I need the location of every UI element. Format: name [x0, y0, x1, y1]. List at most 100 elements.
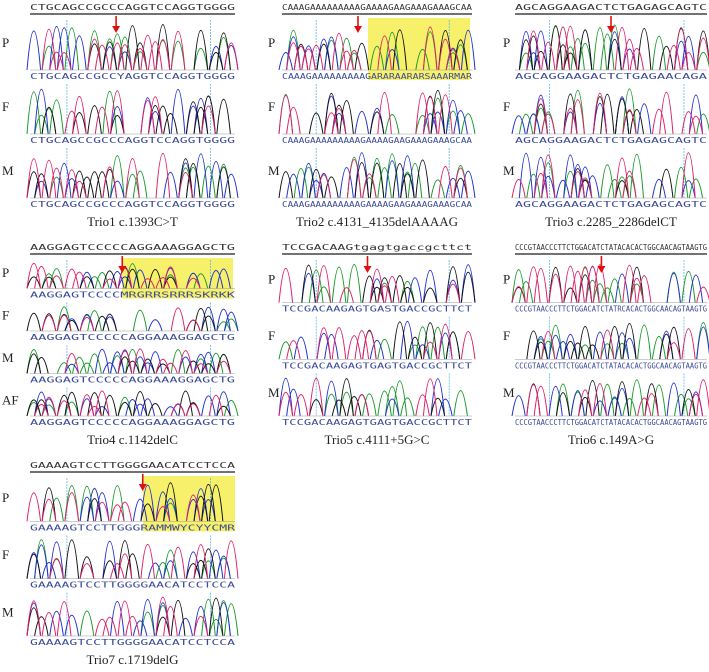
track-label: F	[268, 99, 275, 114]
track-label: M	[2, 350, 14, 365]
reference-sequence: TCCGACAAGtgagtgaccgcttct	[282, 243, 472, 252]
trace	[278, 92, 453, 135]
track-sequence: AAGGAGTCCCCCAGGAAAGGAGCTG	[30, 376, 235, 385]
trace	[26, 26, 239, 71]
trace	[64, 90, 216, 135]
trace	[526, 379, 709, 417]
track-sequence: CCCGTAACCCTTCTGGACATCTATRCACACTGGCAACAGT…	[515, 305, 707, 314]
arrow-head	[118, 266, 127, 273]
track-sequence: AAGGAGTCCCCMRGRRSRRRSKRKK	[30, 291, 235, 300]
track-label: P	[2, 35, 9, 50]
trace	[26, 596, 209, 637]
trace	[26, 158, 231, 199]
trace	[301, 264, 476, 303]
trace	[26, 541, 231, 579]
trace	[511, 266, 644, 303]
trace	[541, 328, 696, 360]
panel-caption: Trio6 c.149A>G	[568, 432, 654, 447]
trace	[301, 264, 476, 303]
track-label: P	[2, 490, 9, 505]
panel-caption: Trio7 c.1719delG	[87, 652, 179, 667]
trace	[286, 323, 476, 360]
trace	[26, 396, 239, 417]
trace	[526, 153, 704, 199]
trace	[278, 94, 476, 135]
track-sequence: AAGGAGTCCCCCAGGAAAGGAGCTG	[30, 333, 235, 342]
track-label: F	[268, 328, 275, 343]
trace	[26, 152, 193, 199]
trace	[41, 27, 231, 71]
trace	[79, 267, 231, 289]
trace	[64, 348, 231, 374]
track-label: F	[503, 99, 510, 114]
trace	[511, 264, 709, 303]
track-label: P	[268, 272, 275, 287]
trace	[34, 88, 216, 135]
track-label: M	[268, 385, 280, 400]
trace	[518, 152, 696, 199]
trace	[278, 159, 468, 199]
arrow-head	[138, 484, 147, 491]
trace	[293, 29, 468, 71]
trace	[26, 349, 231, 374]
trace	[64, 306, 239, 332]
arrow-head	[607, 26, 615, 33]
track-sequence: CAAAGAAAAAAAAAGARARAARARSAAARMAR	[282, 72, 472, 81]
trace	[518, 88, 709, 135]
trace	[49, 540, 239, 579]
trace	[278, 378, 438, 417]
panel-caption: Trio2 c.4131_4135delAAAAG	[296, 214, 458, 229]
arrow-head	[354, 26, 362, 33]
trace	[79, 484, 216, 522]
panel-caption: Trio4 c.1142delC	[87, 432, 178, 447]
trace	[570, 167, 674, 199]
trace	[533, 92, 704, 135]
trace	[278, 326, 461, 360]
trace	[26, 492, 201, 522]
reference-sequence: CAAAGAAAAAAAAAGAAAAGAAGAAAGAAAGCAA	[282, 3, 472, 12]
arrow-head	[597, 266, 606, 273]
reference-sequence: GAAAAGTCCTTGGGGAACATCCTCCA	[30, 461, 235, 470]
trace	[286, 152, 476, 199]
trace	[526, 25, 709, 71]
trace	[278, 265, 461, 303]
arrow-head	[112, 26, 121, 33]
track-label: M	[503, 385, 515, 400]
trace	[41, 307, 201, 332]
reference-sequence: AAGGAGTCCCCCAGGAAAGGAGCTG	[30, 243, 235, 252]
trace	[26, 597, 224, 637]
track-sequence: AGCAGGAAGACTCTGAGAGCAGTC	[515, 200, 707, 209]
panel-caption: Trio1 c.1393C>T	[87, 214, 178, 229]
trace	[64, 349, 216, 374]
track-sequence: GAAAAGTCCTTGGGRAMMWYCYYCMR	[30, 523, 235, 532]
track-label: P	[503, 35, 510, 50]
trace	[41, 29, 239, 71]
reference-sequence: CTGCAGCCGCCCAGGTCCAGGTGGGG	[30, 3, 235, 12]
trace	[308, 264, 415, 303]
trace	[362, 321, 461, 360]
trace	[324, 380, 468, 417]
trace	[533, 93, 644, 135]
trace	[34, 153, 239, 199]
trace	[34, 539, 231, 579]
trace	[533, 322, 709, 360]
track-sequence: AGCAGGAAGACTCTGAGAGCAGTC	[515, 136, 707, 145]
trace	[324, 95, 468, 135]
track-sequence: CTGCAGCCGCCCAGGTCCAGGTGGGG	[30, 200, 235, 209]
trace	[308, 378, 446, 417]
trace	[87, 24, 231, 71]
track-label: M	[2, 604, 14, 619]
trace	[26, 599, 231, 637]
trace	[278, 378, 453, 417]
track-sequence: CAAAGAAAAAAAAAGAAAAGAAGAAAGAAAGCAA	[282, 136, 472, 145]
track-label: P	[2, 265, 9, 280]
trace	[286, 30, 468, 71]
track-sequence: CCCGTAACCCTTCTGGACATCTATACACACTGGCAACAGT…	[515, 418, 707, 427]
track-label: F	[503, 328, 510, 343]
track-label: F	[2, 547, 9, 562]
track-sequence: CCCGTAACCCTTCTGGACATCTATACACACTGGCAACAGT…	[515, 361, 707, 370]
track-label: F	[2, 99, 9, 114]
track-sequence: TCCGACAAGAGTGAGTGACCGCTTCT	[282, 361, 472, 370]
track-sequence: AGCAGGAAGACTCTGAGAACAGA	[515, 72, 707, 81]
